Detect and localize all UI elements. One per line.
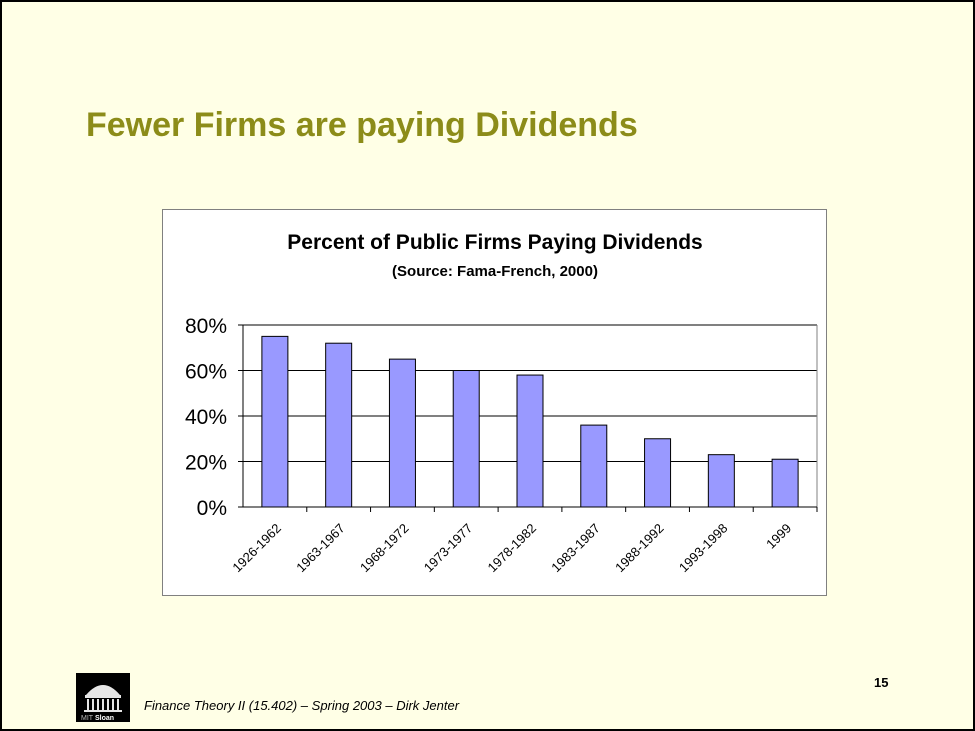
- page-number: 15: [874, 675, 889, 690]
- bar: [644, 438, 672, 508]
- y-tick-label: 80%: [185, 315, 227, 338]
- bar: [771, 458, 799, 508]
- x-tick-label: 1968-1972: [357, 521, 412, 576]
- x-tick-label: 1993-1998: [676, 521, 731, 576]
- y-tick-label: 40%: [185, 406, 227, 429]
- bar: [261, 335, 289, 508]
- chart-axes: [238, 324, 818, 512]
- x-tick-label: 1978-1982: [485, 521, 540, 576]
- bar: [580, 424, 608, 508]
- mit-sloan-logo: MIT Sloan: [76, 673, 130, 722]
- bar: [516, 374, 544, 508]
- y-tick-label: 0%: [197, 497, 227, 520]
- chart-subtitle: (Source: Fama-French, 2000): [392, 263, 598, 280]
- bar: [452, 370, 480, 508]
- logo-suffix-text: Sloan: [95, 715, 114, 722]
- x-tick-label: 1988-1992: [612, 521, 667, 576]
- bar: [325, 342, 353, 508]
- x-tick-label: 1983-1987: [548, 521, 603, 576]
- y-tick-label: 60%: [185, 361, 227, 384]
- footer-text: Finance Theory II (15.402) – Spring 2003…: [144, 698, 460, 713]
- x-tick-label: 1973-1977: [421, 521, 476, 576]
- chart-container: Percent of Public Firms Paying Dividends…: [162, 209, 827, 596]
- y-axis-labels: 0% 20% 40% 60% 80%: [185, 315, 227, 520]
- x-axis-labels: 1926-1962 1963-1967 1968-1972 1973-1977 1978…: [229, 521, 794, 576]
- bar: [707, 454, 735, 508]
- x-tick-label: 1926-1962: [229, 521, 284, 576]
- y-tick-label: 20%: [185, 452, 227, 475]
- chart-bars: [261, 335, 799, 508]
- logo-prefix-text: MIT: [81, 715, 94, 722]
- bar-chart: Percent of Public Firms Paying Dividends…: [185, 231, 818, 576]
- x-tick-label: 1963-1967: [293, 521, 348, 576]
- bar: [388, 358, 416, 508]
- slide-title: Fewer Firms are paying Dividends: [86, 106, 638, 144]
- chart-title: Percent of Public Firms Paying Dividends: [287, 231, 702, 254]
- x-tick-label: 1999: [763, 521, 794, 552]
